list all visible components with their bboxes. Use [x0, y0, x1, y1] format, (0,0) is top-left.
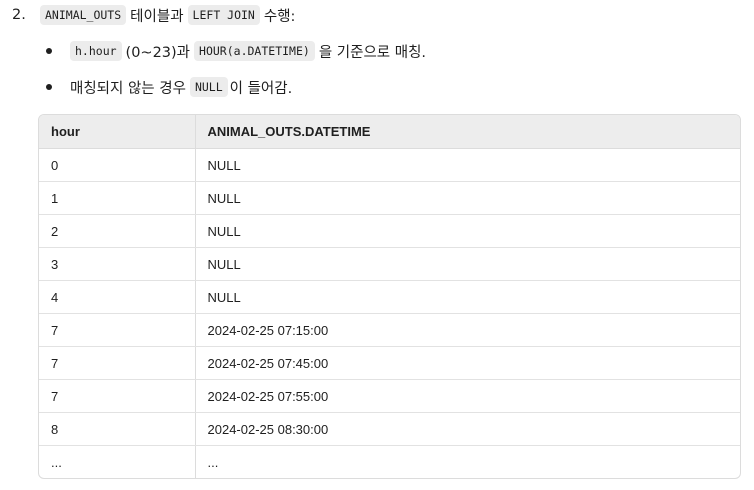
step-text-perform: 수행: — [263, 8, 296, 25]
cell-datetime: NULL — [194, 214, 740, 248]
cell-hour: 1 — [39, 181, 195, 215]
table-row: 4 NULL — [39, 280, 740, 314]
cell-datetime: NULL — [194, 280, 740, 314]
cell-datetime: NULL — [194, 247, 740, 281]
bullet-text-inserted: 이 들어감. — [229, 80, 293, 97]
table-row: 7 2024-02-25 07:15:00 — [39, 313, 740, 347]
cell-datetime: NULL — [194, 181, 740, 215]
table-row: 3 NULL — [39, 247, 740, 281]
cell-datetime: ... — [194, 445, 740, 478]
table-header-row: hour ANIMAL_OUTS.DATETIME — [39, 115, 740, 149]
cell-hour: 4 — [39, 280, 195, 314]
step-2-line: 2. ANIMAL_OUTS 테이블과 LEFT JOIN 수행: — [12, 4, 299, 26]
code-left-join: LEFT JOIN — [187, 5, 260, 25]
table-row: 8 2024-02-25 08:30:00 — [39, 412, 740, 446]
code-hour-datetime: HOUR(a.DATETIME) — [194, 41, 315, 61]
cell-datetime: 2024-02-25 07:15:00 — [194, 313, 740, 347]
header-datetime: ANIMAL_OUTS.DATETIME — [194, 115, 740, 149]
cell-hour: 7 — [39, 346, 195, 380]
cell-datetime: 2024-02-25 07:55:00 — [194, 379, 740, 413]
result-table-container: hour ANIMAL_OUTS.DATETIME 0 NULL 1 NULL … — [38, 114, 741, 479]
cell-hour: 7 — [39, 379, 195, 413]
bullet-text-range: (0~23)과 — [125, 44, 191, 61]
bullet-dot-icon — [46, 48, 52, 54]
code-null: NULL — [189, 77, 228, 97]
code-animal-outs: ANIMAL_OUTS — [40, 5, 127, 25]
table-row: 1 NULL — [39, 181, 740, 215]
step-number: 2. — [12, 7, 26, 23]
table-row: ... ... — [39, 445, 740, 478]
table-row: 7 2024-02-25 07:45:00 — [39, 346, 740, 380]
bullet-dot-icon — [46, 84, 52, 90]
step-text-table-with: 테이블과 — [130, 8, 184, 25]
result-table: hour ANIMAL_OUTS.DATETIME 0 NULL 1 NULL … — [39, 115, 740, 478]
cell-datetime: NULL — [194, 148, 740, 182]
cell-hour: 3 — [39, 247, 195, 281]
bullet-item-matching: h.hour (0~23)과 HOUR(a.DATETIME) 을 기준으로 매… — [46, 40, 430, 62]
cell-datetime: 2024-02-25 08:30:00 — [194, 412, 740, 446]
table-row: 7 2024-02-25 07:55:00 — [39, 379, 740, 413]
bullet-text-match: 을 기준으로 매칭. — [318, 44, 427, 61]
bullet-item-null: 매칭되지 않는 경우 NULL 이 들어감. — [46, 76, 296, 98]
cell-hour: 7 — [39, 313, 195, 347]
header-hour: hour — [39, 115, 195, 149]
cell-datetime: 2024-02-25 07:45:00 — [194, 346, 740, 380]
table-row: 0 NULL — [39, 148, 740, 182]
code-h-hour: h.hour — [70, 41, 122, 61]
cell-hour: 2 — [39, 214, 195, 248]
cell-hour: 0 — [39, 148, 195, 182]
table-row: 2 NULL — [39, 214, 740, 248]
cell-hour: 8 — [39, 412, 195, 446]
cell-hour: ... — [51, 454, 62, 470]
bullet-text-unmatched: 매칭되지 않는 경우 — [70, 80, 186, 97]
